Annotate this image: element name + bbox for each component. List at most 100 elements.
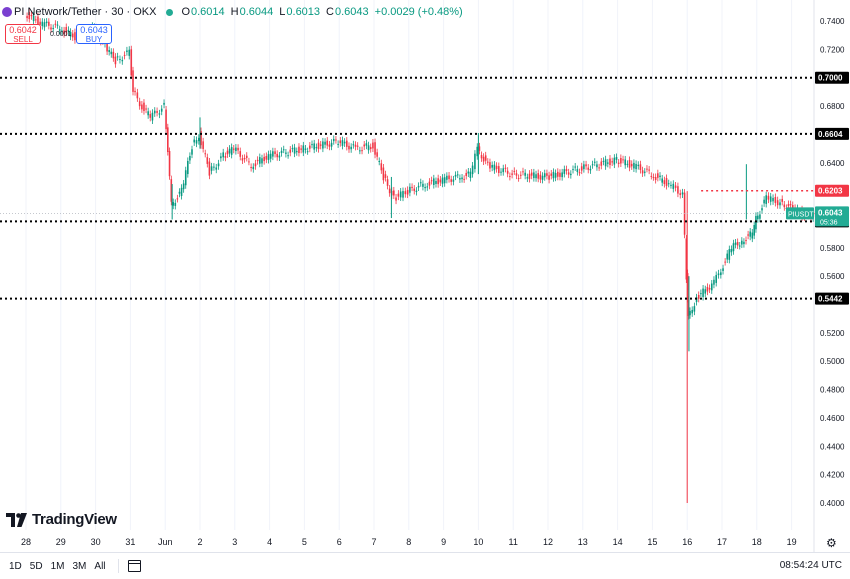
candle-body [620,157,622,164]
low-value: 0.6013 [286,6,321,18]
candle-body [528,173,531,179]
symbol-badge [786,207,814,220]
candle-body [291,148,294,150]
candle-body [554,173,557,178]
candle-body [330,142,333,147]
go-to-date-calendar-icon[interactable] [127,560,141,572]
candle-body [767,195,770,200]
candle-body [195,140,198,144]
candle-body [424,186,426,189]
candle-body [74,32,76,41]
high-value: 0.6044 [239,6,274,18]
candle-body [313,143,315,150]
candle-body [708,288,711,290]
candle-body [535,174,537,179]
candle-body [465,172,468,176]
candle-body [757,215,759,220]
candle-body [230,147,233,155]
candle-body [609,158,611,166]
candle-body [576,169,579,172]
settings-gear-icon[interactable]: ⚙ [826,536,837,550]
candle-body [399,191,402,198]
candle-body [388,188,391,194]
timeframe-1d[interactable]: 1D [9,560,22,572]
candle-body [443,177,446,184]
candle-body [172,202,175,206]
candle-body [513,170,516,172]
candle-body [720,272,722,276]
candle-body [41,21,44,27]
candle-body [563,169,566,174]
candle-body [583,164,585,170]
high-label: H [230,6,239,18]
candle-body [304,148,307,150]
market-open-status-icon [166,8,174,16]
candle-body [624,159,627,166]
price-level-badge-text: 0.6203 [818,187,843,196]
time-tick-label: 30 [91,537,101,547]
candle-body [317,142,320,150]
candle-body [215,167,218,170]
timeframe-3m[interactable]: 3M [72,560,87,572]
candle-body [753,225,755,236]
candle-body [224,156,227,158]
candle-body [328,144,331,147]
time-tick-label: 14 [613,537,623,547]
candle-body [52,27,54,29]
candle-body [322,141,324,149]
timeframe-all[interactable]: All [94,560,106,572]
candle-body [543,173,546,178]
time-tick-label: 12 [543,537,553,547]
buy-label: BUY [85,35,103,44]
candle-body [354,144,357,147]
candle-body [617,162,620,164]
candle-body [239,151,242,157]
candle-body [138,101,141,107]
candle-body [356,145,359,147]
candle-body [269,153,272,159]
candle-body [32,15,35,22]
candle-body [637,164,640,167]
tradingview-logo[interactable]: TradingView [6,511,117,528]
time-tick-label: 19 [787,537,797,547]
candle-body [252,166,255,170]
candle-body [498,166,500,173]
candle-body [572,169,574,171]
candle-body [702,288,704,297]
candle-body [480,155,483,159]
candle-body [574,166,576,168]
candle-body [441,177,444,184]
time-tick-label: 9 [441,537,446,547]
candle-body [206,157,209,164]
candle-body [426,186,429,188]
candle-body [222,152,224,158]
utc-clock[interactable]: 08:54:24 UTC [779,560,842,571]
sell-button[interactable]: 0.6042 SELL [5,24,41,44]
candle-body [730,248,733,253]
candle-body [751,232,754,239]
candle-body [58,29,61,31]
candle-body [604,159,607,167]
price-level-badge-text: 0.6604 [818,130,843,139]
candle-body [607,162,609,164]
candle-body [448,175,450,180]
candle-body [741,240,743,245]
time-tick-label: 18 [752,537,762,547]
timeframe-5d[interactable]: 5D [29,560,43,572]
candle-body [67,29,70,32]
candle-body [541,175,544,180]
candle-body [134,90,136,93]
candle-body [406,189,409,195]
candle-body [622,159,624,161]
candle-body [168,151,171,177]
buy-button[interactable]: 0.6043 BUY [76,24,112,44]
candle-body [679,193,682,195]
candle-body [289,149,292,153]
symbol-title[interactable]: PI Network/Tether · 30 · OKX [14,6,157,18]
timeframe-1m[interactable]: 1M [50,560,65,572]
bar-countdown: 05:36 [820,219,838,226]
candle-body [367,145,370,151]
candle-body [285,152,287,154]
candle-body [141,104,143,110]
